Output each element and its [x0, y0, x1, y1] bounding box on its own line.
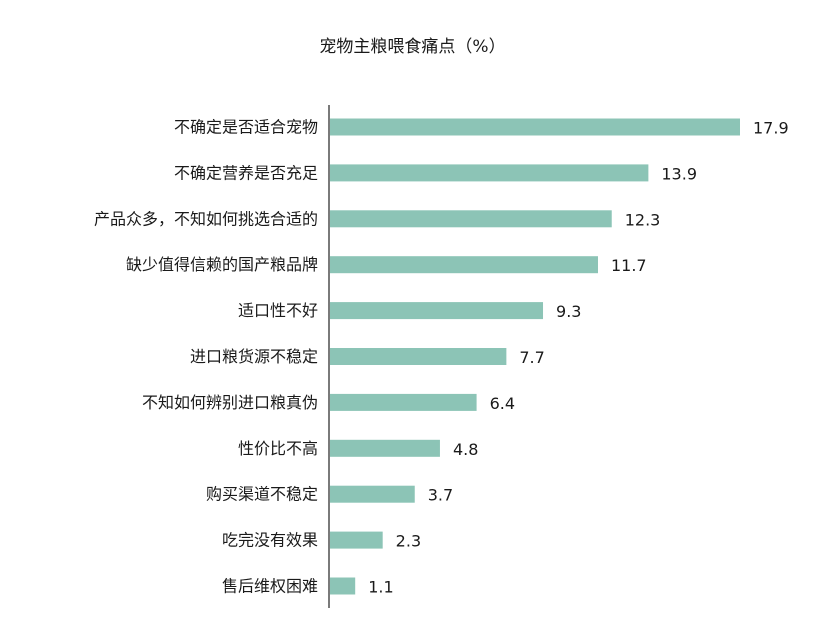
- bar: [330, 393, 477, 411]
- value-label: 7.7: [519, 348, 544, 367]
- bar: [330, 348, 507, 365]
- bars-layer: [330, 118, 740, 595]
- chart-title: 宠物主粮喂食痛点（%）: [319, 37, 506, 57]
- value-label: 12.3: [625, 210, 661, 229]
- category-label: 适口性不好: [238, 301, 318, 320]
- category-label: 吃完没有效果: [222, 531, 318, 550]
- bar: [330, 577, 356, 595]
- value-label: 3.7: [428, 486, 453, 505]
- value-label: 9.3: [556, 302, 581, 321]
- bar: [330, 210, 612, 228]
- bar: [330, 485, 415, 503]
- category-label: 不确定营养是否充足: [174, 163, 318, 182]
- value-label: 11.7: [611, 256, 647, 275]
- bar: [330, 439, 440, 457]
- value-label: 2.3: [396, 532, 421, 551]
- category-label: 缺少值得信赖的国产粮品牌: [126, 255, 318, 274]
- bar: [330, 256, 598, 274]
- bar: [330, 118, 740, 136]
- value-label: 17.9: [753, 119, 789, 138]
- bar: [330, 531, 383, 549]
- bar: [330, 164, 649, 182]
- value-label: 13.9: [661, 164, 697, 183]
- category-label: 进口粮货源不稳定: [190, 347, 318, 366]
- value-label: 4.8: [453, 440, 478, 459]
- value-label: 1.1: [368, 578, 393, 597]
- category-label: 购买渠道不稳定: [206, 485, 318, 504]
- category-label: 售后维权困难: [222, 577, 318, 596]
- category-label: 不确定是否适合宠物: [174, 118, 318, 137]
- category-label: 性价比不高: [238, 439, 318, 458]
- value-label: 6.4: [490, 394, 515, 413]
- bar: [330, 302, 544, 320]
- category-label: 产品众多，不知如何挑选合适的: [94, 209, 318, 228]
- category-label: 不知如何辨别进口粮真伪: [142, 393, 318, 412]
- labels-layer: 不确定是否适合宠物 17.9 不确定营养是否充足 13.9 产品众多，不知如何挑选合适的…: [94, 118, 789, 597]
